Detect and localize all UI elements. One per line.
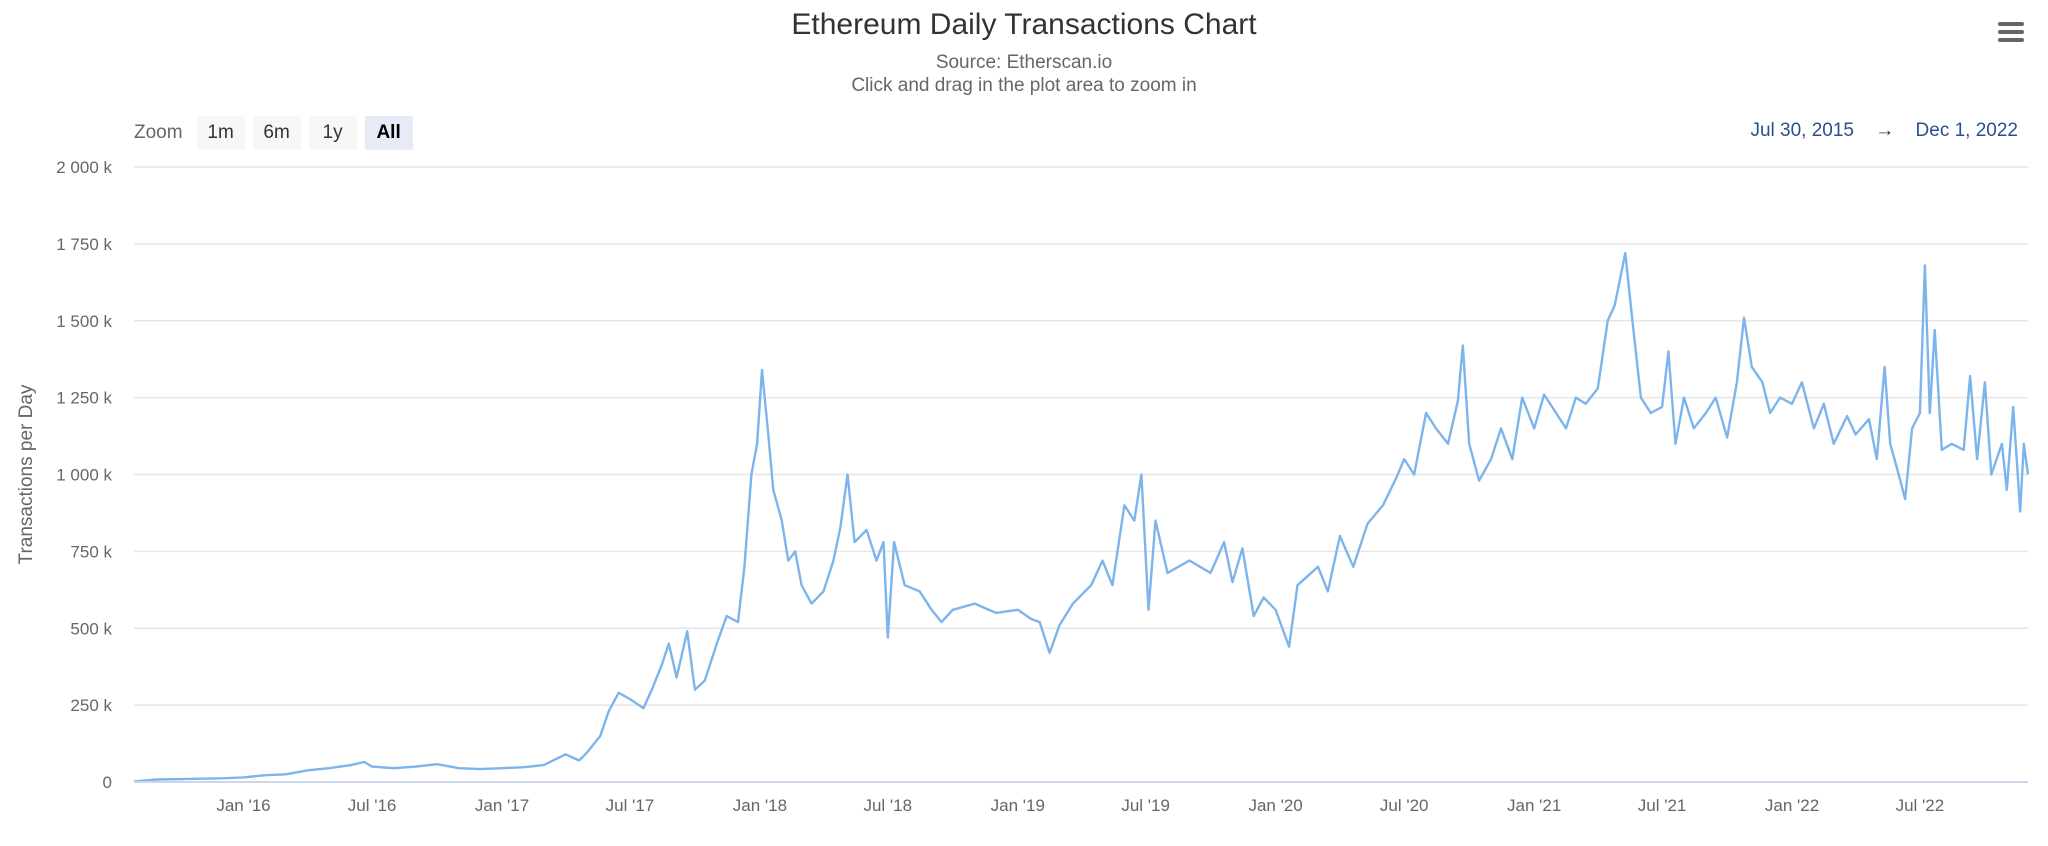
x-axis-ticks: Jan '16 Jul '16 Jan '17 Jul '17 Jan '18 Jul '… bbox=[216, 796, 1944, 815]
menu-bar-line bbox=[1998, 22, 2024, 26]
x-tick-label: Jan '20 bbox=[1248, 796, 1302, 815]
menu-bar-line bbox=[1998, 38, 2024, 42]
zoom-all-button[interactable]: All bbox=[364, 116, 413, 150]
range-from-date[interactable]: Jul 30, 2015 bbox=[1750, 120, 1854, 141]
x-tick-label: Jan '18 bbox=[733, 796, 787, 815]
x-tick-label: Jul '18 bbox=[863, 796, 912, 815]
x-tick-label: Jul '21 bbox=[1638, 796, 1687, 815]
y-axis-label: Transactions per Day bbox=[16, 384, 37, 564]
y-tick-label: 2 000 k bbox=[56, 158, 112, 177]
range-arrow-icon: → bbox=[1875, 120, 1895, 141]
y-tick-label: 750 k bbox=[70, 542, 112, 561]
range-to-date[interactable]: Dec 1, 2022 bbox=[1915, 120, 2018, 141]
y-axis-ticks: 0 250 k 500 k 750 k 1 000 k 1 250 k 1 500 k 1 7… bbox=[56, 158, 112, 792]
chart-subtitle-source: Source: Etherscan.io bbox=[935, 52, 1113, 73]
chart-subtitle-hint: Click and drag in the plot area to zoom … bbox=[851, 75, 1197, 96]
hamburger-menu-icon[interactable] bbox=[1992, 18, 2030, 48]
x-tick-label: Jan '22 bbox=[1765, 796, 1819, 815]
zoom-1m-button[interactable]: 1m bbox=[196, 116, 245, 150]
y-tick-label: 1 250 k bbox=[56, 389, 112, 408]
zoom-1y-button[interactable]: 1y bbox=[308, 116, 357, 150]
x-tick-label: Jul '20 bbox=[1380, 796, 1429, 815]
series-line-daily-transactions bbox=[133, 251, 2030, 783]
x-tick-label: Jul '19 bbox=[1121, 796, 1170, 815]
x-tick-label: Jan '21 bbox=[1507, 796, 1561, 815]
x-tick-label: Jul '16 bbox=[348, 796, 397, 815]
y-tick-label: 1 750 k bbox=[56, 235, 112, 254]
grid-lines bbox=[134, 166, 2028, 706]
date-range-display: Jul 30, 2015 → Dec 1, 2022 bbox=[1746, 120, 2022, 142]
x-tick-label: Jul '17 bbox=[606, 796, 655, 815]
y-tick-label: 1 000 k bbox=[56, 466, 112, 485]
y-tick-label: 500 k bbox=[70, 619, 112, 638]
x-tick-label: Jan '16 bbox=[216, 796, 270, 815]
zoom-label: Zoom bbox=[134, 122, 183, 143]
x-tick-label: Jan '19 bbox=[991, 796, 1045, 815]
chart-title: Ethereum Daily Transactions Chart bbox=[791, 8, 1257, 41]
y-tick-label: 250 k bbox=[70, 696, 112, 715]
menu-bar-line bbox=[1998, 30, 2024, 34]
zoom-6m-button[interactable]: 6m bbox=[252, 116, 301, 150]
x-tick-label: Jan '17 bbox=[475, 796, 529, 815]
y-tick-label: 0 bbox=[103, 773, 112, 792]
x-tick-label: Jul '22 bbox=[1896, 796, 1945, 815]
y-tick-label: 1 500 k bbox=[56, 312, 112, 331]
zoom-bar: Zoom 1m 6m 1y All bbox=[134, 116, 413, 150]
